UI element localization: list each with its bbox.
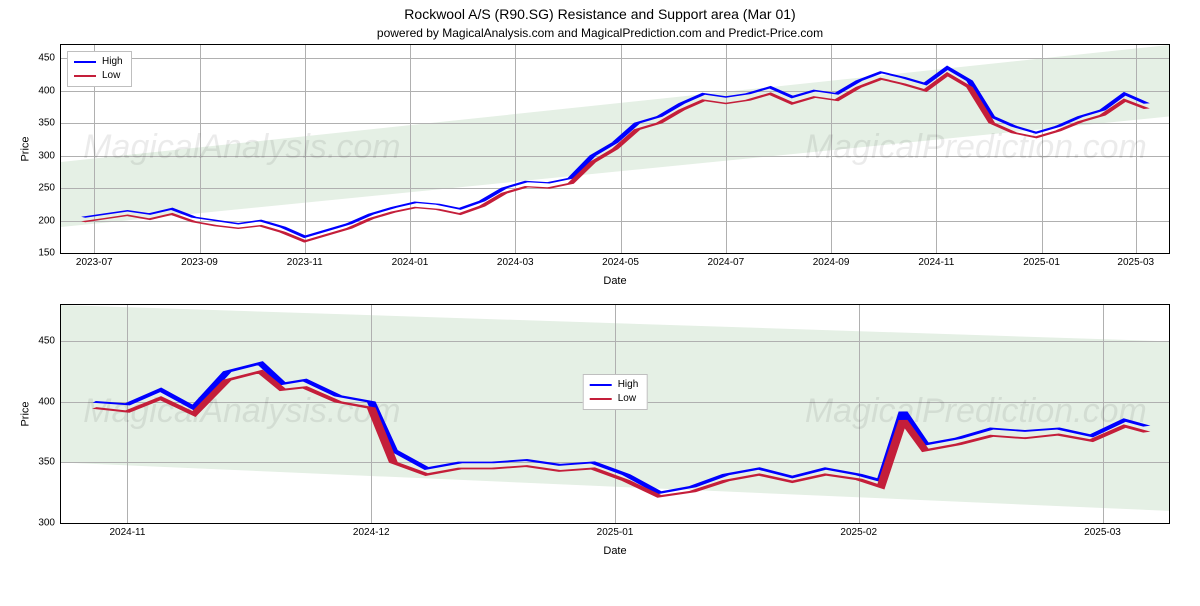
xtick-label: 2023-11 (287, 253, 323, 268)
ytick-label: 350 (38, 457, 61, 468)
legend-item-high: High (590, 378, 639, 392)
chart-subtitle: powered by MagicalAnalysis.com and Magic… (0, 26, 1200, 40)
legend-label: High (102, 55, 123, 69)
ytick-label: 200 (38, 215, 61, 226)
bottom-chart: MagicalAnalysis.com MagicalPrediction.co… (60, 304, 1170, 524)
legend-swatch (590, 398, 612, 400)
bottom-lines-svg (61, 305, 1169, 523)
ytick-label: 400 (38, 396, 61, 407)
xtick-label: 2024-05 (602, 253, 639, 268)
ytick-label: 400 (38, 85, 61, 96)
xtick-label: 2024-01 (392, 253, 429, 268)
top-legend: High Low (67, 51, 132, 87)
legend-swatch (590, 384, 612, 386)
ytick-label: 450 (38, 53, 61, 64)
top-lines-svg (61, 45, 1169, 253)
xtick-label: 2023-09 (181, 253, 218, 268)
xtick-label: 2024-03 (497, 253, 534, 268)
legend-item-low: Low (74, 69, 123, 83)
top-xlabel: Date (603, 275, 626, 287)
xtick-label: 2023-07 (76, 253, 113, 268)
bottom-legend: High Low (583, 374, 648, 410)
ytick-label: 350 (38, 118, 61, 129)
top-low-line (83, 74, 1147, 241)
top-high-line (83, 68, 1147, 237)
ytick-label: 300 (38, 518, 61, 529)
xtick-label: 2025-01 (1023, 253, 1060, 268)
bottom-xlabel: Date (603, 545, 626, 557)
legend-label: Low (102, 69, 120, 83)
ytick-label: 250 (38, 183, 61, 194)
ytick-label: 300 (38, 150, 61, 161)
xtick-label: 2025-03 (1117, 253, 1154, 268)
top-plot-area: MagicalAnalysis.com MagicalPrediction.co… (61, 45, 1169, 253)
legend-label: High (618, 378, 639, 392)
chart-title: Rockwool A/S (R90.SG) Resistance and Sup… (0, 6, 1200, 22)
bottom-ylabel: Price (20, 401, 32, 426)
xtick-label: 2024-07 (707, 253, 744, 268)
xtick-label: 2024-12 (353, 523, 390, 538)
xtick-label: 2025-01 (597, 523, 634, 538)
ytick-label: 450 (38, 336, 61, 347)
ytick-label: 150 (38, 248, 61, 259)
top-chart: MagicalAnalysis.com MagicalPrediction.co… (60, 44, 1170, 254)
legend-item-high: High (74, 55, 123, 69)
xtick-label: 2024-11 (918, 253, 954, 268)
legend-item-low: Low (590, 392, 639, 406)
xtick-label: 2025-02 (840, 523, 877, 538)
xtick-label: 2025-03 (1084, 523, 1121, 538)
xtick-label: 2024-11 (109, 523, 145, 538)
top-ylabel: Price (20, 136, 32, 161)
legend-swatch (74, 61, 96, 63)
xtick-label: 2024-09 (813, 253, 850, 268)
legend-swatch (74, 75, 96, 77)
bottom-plot-area: MagicalAnalysis.com MagicalPrediction.co… (61, 305, 1169, 523)
legend-label: Low (618, 392, 636, 406)
